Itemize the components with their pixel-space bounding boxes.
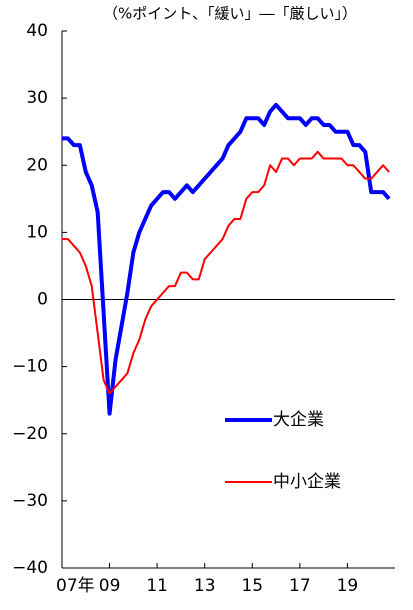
chart-title: （%ポイント、「緩い」―「厳しい」） [103, 5, 357, 23]
series-line [62, 150, 390, 395]
y-tick-label: −10 [12, 357, 48, 377]
x-tick-label: 07年 [56, 576, 95, 596]
x-tick-label: 15 [241, 576, 263, 596]
x-tick-label: 09 [99, 576, 121, 596]
y-tick-label: 30 [26, 88, 48, 108]
legend-label: 大企業 [273, 410, 324, 430]
x-tick-label: 11 [146, 576, 168, 596]
series-line [62, 102, 391, 416]
legend-label: 中小企業 [273, 472, 341, 492]
y-tick-label: 10 [26, 222, 48, 242]
y-tick-label: −20 [12, 424, 48, 444]
y-tick-label: 0 [37, 290, 48, 310]
y-tick-label: 20 [26, 155, 48, 175]
x-tick-label: 17 [289, 576, 311, 596]
x-tick-label: 13 [194, 576, 216, 596]
y-tick-label: −40 [12, 558, 48, 578]
y-tick-label: 40 [26, 21, 48, 41]
y-tick-label: −30 [12, 491, 48, 511]
x-tick-label: 19 [337, 576, 359, 596]
